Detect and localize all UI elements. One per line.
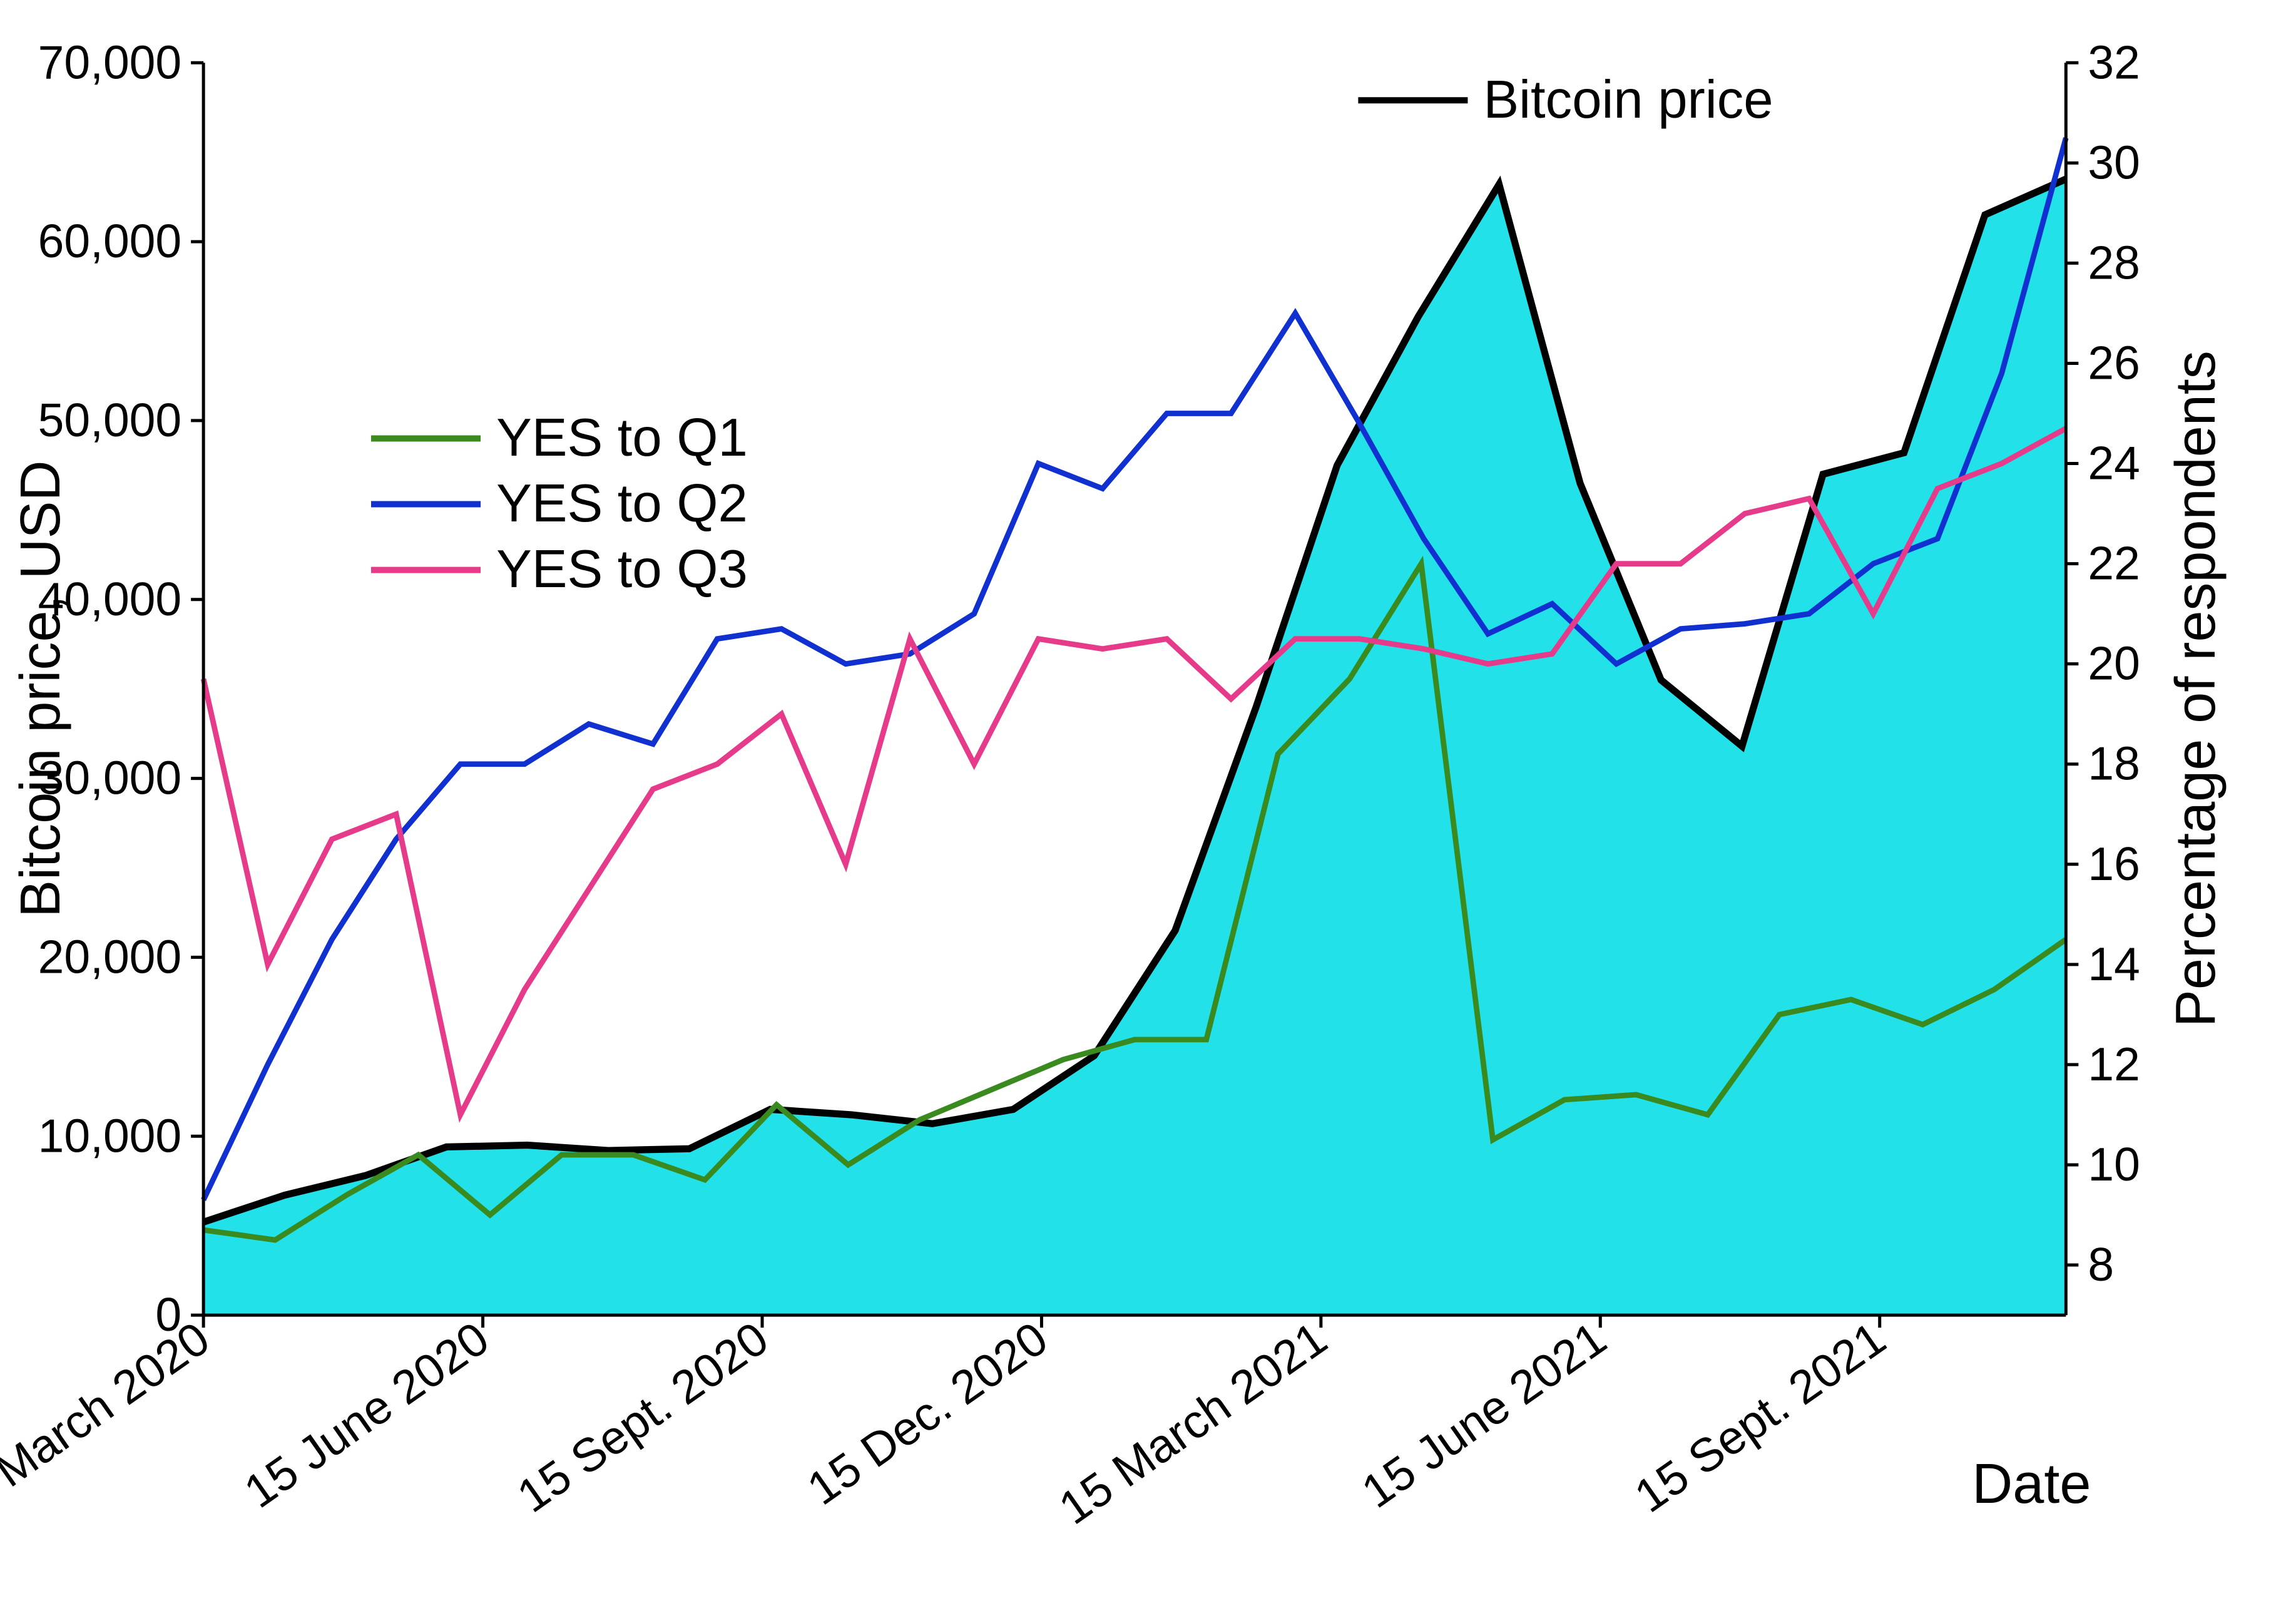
x-tick-label: 15 Sept. 2021 [1625,1311,1895,1522]
y-right-tick-label: 28 [2088,236,2140,289]
legend-left-label: YES to Q1 [496,408,748,468]
legend-left-label: YES to Q2 [496,474,748,533]
chart-container: 010,00020,00030,00040,00050,00060,00070,… [0,0,2296,1608]
x-tick-label: 15 March 2021 [1049,1311,1336,1534]
y-right-tick-label: 24 [2088,437,2140,489]
x-tick-label: 15 Sept. 2020 [508,1311,777,1522]
y-right-tick-label: 30 [2088,136,2140,188]
legend-left-label: YES to Q3 [496,540,748,599]
y-right-tick-label: 32 [2088,36,2140,88]
y-left-tick-label: 60,000 [38,215,181,267]
y-right-tick-label: 12 [2088,1038,2140,1090]
y-right-tick-label: 8 [2088,1238,2114,1291]
x-tick-label: 15 June 2021 [1352,1311,1616,1518]
x-axis-label: Date [1972,1452,2091,1515]
bitcoin-survey-chart: 010,00020,00030,00040,00050,00060,00070,… [0,0,2296,1608]
y-left-tick-label: 20,000 [38,930,181,983]
y-left-tick-label: 70,000 [38,36,181,88]
y-right-tick-label: 22 [2088,537,2140,590]
y-right-tick-label: 20 [2088,637,2140,690]
y-left-axis-label: Bitcoin price, USD [9,460,72,917]
y-left-tick-label: 50,000 [38,394,181,446]
x-tick-label: 15 June 2020 [235,1311,498,1518]
y-right-tick-label: 18 [2088,737,2140,790]
x-tick-label: 15 March 2020 [0,1311,218,1534]
legend-top-label: Bitcoin price [1483,70,1773,130]
x-tick-label: 15 Dec. 2020 [798,1311,1057,1515]
y-right-tick-label: 26 [2088,336,2140,389]
y-right-tick-label: 16 [2088,837,2140,890]
y-right-tick-label: 10 [2088,1138,2140,1191]
y-right-axis-label: Percentage of respondents [2164,351,2227,1027]
y-right-tick-label: 14 [2088,938,2140,990]
y-left-tick-label: 10,000 [38,1109,181,1162]
